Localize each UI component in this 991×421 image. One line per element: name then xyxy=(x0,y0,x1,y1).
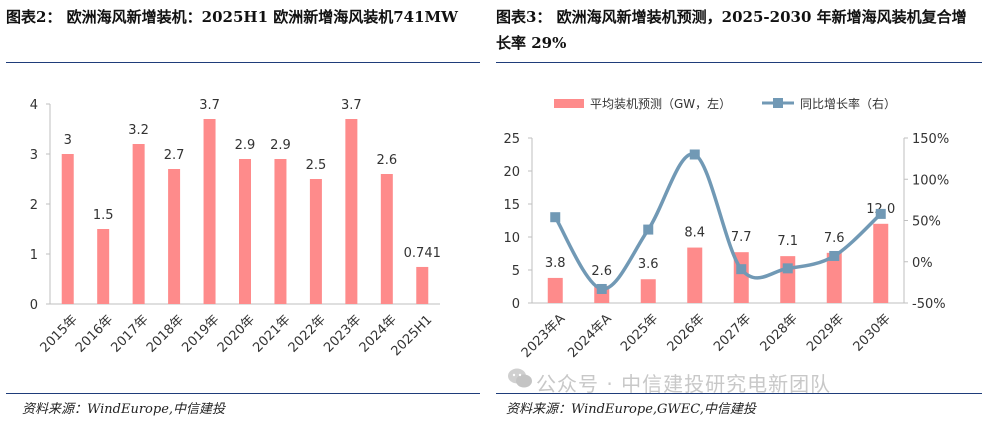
chart2-value-label: 3.6 xyxy=(638,257,659,272)
chart1-y-tick-label: 1 xyxy=(30,248,38,263)
chart1-value-label: 3 xyxy=(64,133,72,148)
chart2-y-tick-label-left: 0 xyxy=(512,297,520,312)
chart2-x-tick-label: 2025年 xyxy=(618,311,661,354)
chart2-bar xyxy=(780,256,796,303)
chart2-y-tick-label-right: 100% xyxy=(912,173,949,188)
chart1-y-tick-label: 2 xyxy=(30,198,38,213)
chart1-x-tick-label: 2020年 xyxy=(215,312,258,355)
chart1-bar xyxy=(416,266,429,304)
chart2-y-tick-label-right: 0% xyxy=(912,256,933,271)
chart2-value-label: 7.6 xyxy=(824,231,845,246)
chart2-x-tick-label: 2030年 xyxy=(851,311,894,354)
chart1-value-label: 2.6 xyxy=(376,153,397,168)
legend-bar-label: 平均装机预测（GW，左） xyxy=(590,96,731,111)
chart1-x-tick-label: 2018年 xyxy=(144,312,187,355)
chart1-bar xyxy=(345,119,358,304)
chart2-y-tick-label-left: 5 xyxy=(512,264,520,279)
title-rule-right xyxy=(496,62,982,63)
title-rule-left xyxy=(6,62,480,63)
chart1-x-tick-label: 2017年 xyxy=(108,312,151,355)
chart2-growth-point xyxy=(736,264,747,275)
chart1-value-label: 3.7 xyxy=(341,98,362,113)
chart1-value-label: 0.741 xyxy=(404,246,441,261)
chart2-x-tick-label: 2027年 xyxy=(711,311,754,354)
chart1-x-tick-label: 2015年 xyxy=(38,312,81,355)
chart1-bar xyxy=(61,154,74,304)
chart1-bar xyxy=(380,174,393,304)
chart1-value-label: 2.9 xyxy=(270,138,291,153)
chart1-title: 图表2： 欧洲海风新增装机：2025H1 欧洲新增海风装机741MW xyxy=(6,8,459,26)
chart2-bar xyxy=(873,223,889,303)
chart2-growth-point xyxy=(643,224,654,235)
chart2-value-label: 3.8 xyxy=(545,256,566,271)
chart2-title: 图表3： 欧洲海风新增装机预测，2025-2030 年新增海风装机复合增长率 2… xyxy=(496,8,967,52)
chart2-x-tick-label: 2026年 xyxy=(665,311,708,354)
source-rule-left xyxy=(6,393,480,394)
chart1-bar xyxy=(132,144,145,304)
chart2-bar xyxy=(640,279,656,303)
chart2-svg: 0 5 10 15 20 25 -50% 0% 50% 100% 150% 平均装机预测（GW，左） 同… xyxy=(503,96,949,361)
chart2-bar xyxy=(826,252,842,303)
chart2-growth-point xyxy=(596,283,607,294)
chart2-value-label: 7.1 xyxy=(777,234,798,249)
chart2-x-tick-label: 2024年A xyxy=(565,311,615,361)
chart2-y-tick-label-right: -50% xyxy=(912,297,946,312)
legend-line-marker xyxy=(773,98,783,108)
chart2-y-tick-label-left: 25 xyxy=(503,132,520,147)
chart2-value-label: 2.6 xyxy=(591,264,612,279)
chart1-value-label: 1.5 xyxy=(93,208,114,223)
chart1-bar xyxy=(97,229,110,304)
chart1-bar xyxy=(203,119,216,304)
chart2-bar xyxy=(687,247,703,303)
wechat-icon xyxy=(508,368,532,388)
chart1-svg: 0 1 2 3 4 3 2015年 1.5 2016年 3.2 2017年 2.7 2018年 3.7 20… xyxy=(30,98,441,359)
chart2-x-tick-label: 2028年 xyxy=(758,311,801,354)
chart2-growth-point xyxy=(875,208,886,219)
chart1-bar xyxy=(168,169,181,304)
source-rule-right xyxy=(496,393,982,394)
chart2-y-tick-label-right: 50% xyxy=(912,215,941,230)
chart2-y-tick-label-right: 150% xyxy=(912,132,949,147)
chart1-x-tick-label: 2022年 xyxy=(286,312,329,355)
chart1-x-tick-label: 2023年 xyxy=(321,312,364,355)
legend-bar-swatch xyxy=(554,99,584,108)
chart2-source: 资料来源：WindEurope,GWEC,中信建投 xyxy=(506,402,756,417)
chart1-bar xyxy=(274,159,287,304)
legend-line-label: 同比增长率（右） xyxy=(800,96,896,111)
chart1-value-label: 2.5 xyxy=(306,158,327,173)
chart1-y-tick-label: 0 xyxy=(30,298,38,313)
chart2-growth-point xyxy=(829,250,840,261)
chart1-value-label: 2.9 xyxy=(235,138,256,153)
chart2-y-tick-label-left: 20 xyxy=(503,165,520,180)
chart2-value-label: 7.7 xyxy=(731,230,752,245)
chart1-value-label: 2.7 xyxy=(164,148,185,163)
chart2-growth-point xyxy=(782,263,793,274)
chart1-y-tick-label: 3 xyxy=(30,148,38,163)
chart2-y-tick-label-left: 15 xyxy=(503,198,520,213)
chart2-value-label: 8.4 xyxy=(684,226,705,241)
chart2-growth-point xyxy=(550,212,561,223)
watermark-text: 公众号 · 中信建投研究电新团队 xyxy=(536,372,832,396)
chart1-x-tick-label: 2016年 xyxy=(73,312,116,355)
chart1-value-label: 3.7 xyxy=(199,98,220,113)
chart1-value-label: 3.2 xyxy=(128,123,149,138)
chart2-x-tick-label: 2029年 xyxy=(804,311,847,354)
chart2-bar xyxy=(547,277,563,303)
chart2-y-tick-label-left: 10 xyxy=(503,231,520,246)
chart1-bar xyxy=(239,159,251,304)
chart1-x-tick-label: 2019年 xyxy=(179,312,222,355)
chart2-growth-point xyxy=(689,149,700,160)
chart1-bar xyxy=(309,179,322,304)
chart1-source: 资料来源：WindEurope,中信建投 xyxy=(22,402,226,417)
chart1-x-tick-label: 2021年 xyxy=(250,312,293,355)
chart1-y-tick-label: 4 xyxy=(30,98,38,113)
chart2-x-tick-label: 2023年A xyxy=(519,311,569,361)
